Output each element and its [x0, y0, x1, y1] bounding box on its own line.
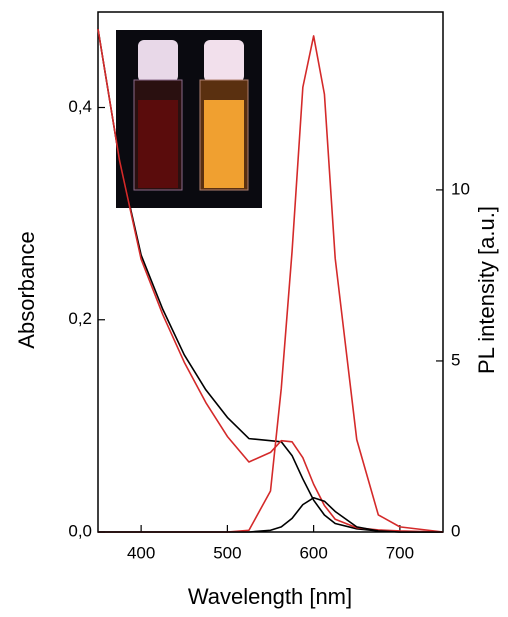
y2-tick-label: 10 — [451, 179, 470, 198]
y-tick-label: 0,0 — [68, 521, 92, 540]
data-line — [97, 28, 444, 533]
y-tick-label: 0,4 — [68, 97, 92, 116]
y2-tick-label: 0 — [451, 521, 460, 540]
x-tick-label: 400 — [127, 543, 155, 562]
data-line — [98, 496, 443, 533]
x-axis-label: Wavelength [nm] — [188, 584, 352, 609]
x-tick-label: 600 — [299, 543, 327, 562]
x-tick-label: 500 — [213, 543, 241, 562]
y2-axis-label: PL intensity [a.u.] — [474, 206, 499, 374]
plot-frame — [97, 11, 444, 533]
x-tick-label: 700 — [386, 543, 414, 562]
y2-tick-label: 5 — [451, 350, 460, 369]
inset-photo — [116, 30, 262, 208]
y-tick-label: 0,2 — [68, 309, 92, 328]
y-axis-label: Absorbance — [14, 231, 39, 348]
